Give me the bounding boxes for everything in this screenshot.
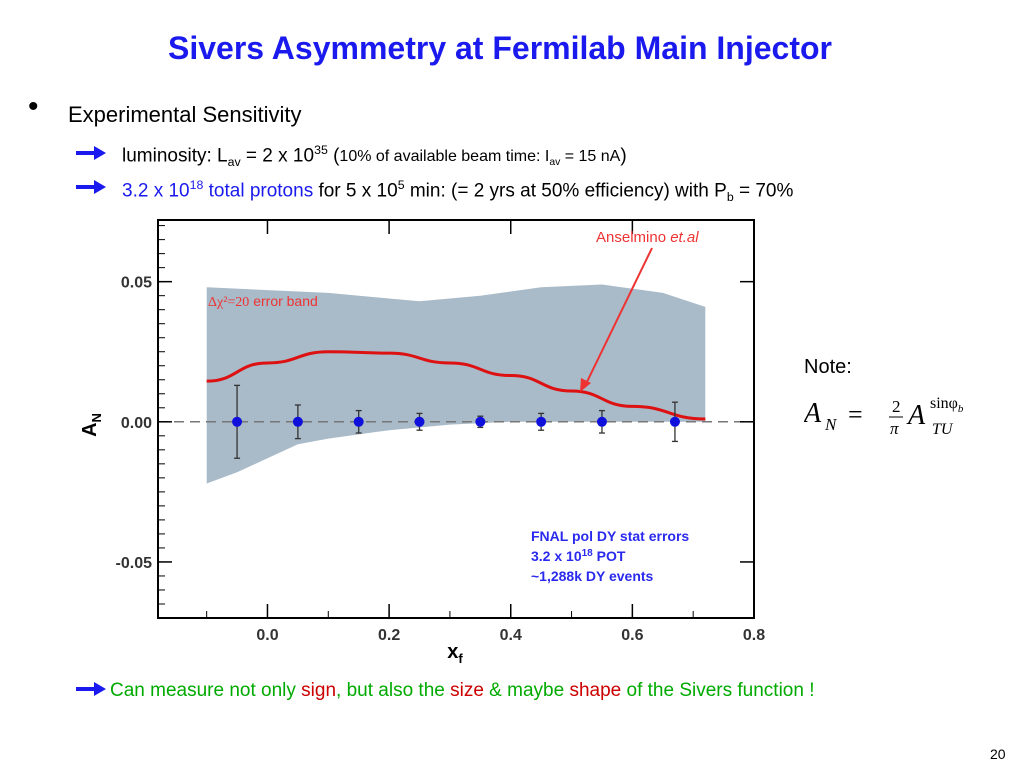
data-point bbox=[414, 416, 425, 427]
stats-legend: FNAL pol DY stat errors 3.2 x 1018 POT ~… bbox=[531, 528, 689, 584]
conclusion-sign: sign bbox=[301, 680, 337, 701]
y-axis-label: AN bbox=[79, 413, 104, 437]
beam-time-sub: av bbox=[549, 157, 561, 169]
luminosity-sub: av bbox=[227, 155, 241, 170]
protons-count: 3.2 x 10 bbox=[122, 180, 190, 202]
right-arrow-icon bbox=[76, 146, 106, 160]
model-pointer-arrowhead bbox=[580, 378, 591, 392]
beam-current: = 15 nA bbox=[560, 148, 621, 166]
efficiency-text: min: (= 2 yrs at 50% efficiency) with P bbox=[404, 180, 727, 202]
x-tick-label: 0.4 bbox=[500, 627, 522, 644]
model-label: Anselmino et.al bbox=[596, 229, 699, 246]
stats-line-1: FNAL pol DY stat errors bbox=[531, 528, 689, 544]
x-tick-label: 0.8 bbox=[743, 627, 765, 644]
data-point bbox=[669, 416, 680, 427]
error-band bbox=[206, 284, 706, 484]
conclusion-text-a: Can measure not only bbox=[110, 680, 302, 701]
model-pointer-line bbox=[583, 247, 653, 389]
polarization-value: = 70% bbox=[733, 180, 794, 202]
data-point bbox=[536, 416, 547, 427]
data-point bbox=[232, 416, 243, 427]
conclusion-shape: shape bbox=[569, 680, 622, 701]
formula-rhs: A bbox=[906, 400, 926, 431]
slide-title: Sivers Asymmetry at Fermilab Main Inject… bbox=[168, 30, 832, 66]
data-point bbox=[292, 416, 303, 427]
conclusion-text-e: & maybe bbox=[483, 680, 570, 701]
conclusion-line: Can measure not only sign, but also the … bbox=[110, 680, 815, 702]
data-point bbox=[596, 416, 607, 427]
formula-lhs: A bbox=[804, 398, 822, 429]
y-tick-label: 0.00 bbox=[121, 415, 152, 432]
x-axis-label: xf bbox=[447, 641, 463, 666]
data-point bbox=[353, 416, 364, 427]
protons-label: total protons bbox=[203, 180, 314, 202]
formula-equals: = bbox=[848, 400, 863, 429]
polarization-sub: b bbox=[726, 190, 734, 205]
conclusion-size: size bbox=[450, 680, 484, 701]
stats-line-2: 3.2 x 1018 POT bbox=[531, 548, 626, 564]
plot-frame bbox=[157, 219, 755, 619]
luminosity-value: = 2 x 10 bbox=[240, 145, 315, 167]
band-label: Δχ²=20 error band bbox=[208, 293, 318, 310]
formula-frac-num: 2 bbox=[892, 397, 901, 416]
plot-layer: 0.0 0.2 0.4 0.6 0.8 -0.05 0.00 0.05 bbox=[116, 220, 765, 644]
protons-exp: 18 bbox=[189, 178, 204, 192]
right-arrow-icon bbox=[76, 682, 106, 696]
note-label: Note: bbox=[804, 356, 852, 378]
page-number: 20 bbox=[990, 746, 1006, 762]
luminosity-exp: 35 bbox=[314, 143, 328, 157]
stats-line-3: ~1,288k DY events bbox=[531, 568, 654, 584]
x-tick-label: 0.2 bbox=[378, 627, 400, 644]
right-arrow-icon bbox=[76, 180, 106, 194]
model-curve bbox=[206, 350, 706, 421]
x-tick-label: 0.0 bbox=[256, 627, 278, 644]
formula-rhs-sub: TU bbox=[932, 421, 954, 438]
luminosity-prefix: luminosity: L bbox=[122, 145, 228, 167]
conclusion-text-g: of the Sivers function ! bbox=[621, 680, 815, 701]
y-tick-label: -0.05 bbox=[116, 555, 153, 572]
luminosity-line: luminosity: Lav = 2 x 1035 (10% of avail… bbox=[122, 143, 627, 169]
y-tick-label: 0.05 bbox=[121, 275, 152, 292]
paren-open: ( bbox=[327, 145, 340, 167]
conclusion-text-c: , but also the bbox=[336, 680, 451, 701]
formula-rhs-sup: sinφb bbox=[930, 395, 964, 415]
bullet-heading: Experimental Sensitivity bbox=[68, 102, 302, 127]
sivers-asymmetry-chart: 0.0 0.2 0.4 0.6 0.8 -0.05 0.00 0.05 xf AN Δχ²=2… bbox=[79, 219, 765, 666]
minutes-exp: 5 bbox=[397, 178, 405, 192]
minutes-text: for 5 x 10 bbox=[313, 180, 398, 202]
paren-close: ) bbox=[620, 145, 627, 167]
an-formula: A N = 2 π A sinφb TU bbox=[804, 395, 964, 438]
data-point bbox=[475, 416, 486, 427]
formula-frac-den: π bbox=[890, 419, 899, 438]
bullet-dot: • bbox=[28, 90, 39, 123]
formula-lhs-sub: N bbox=[824, 415, 838, 434]
protons-line: 3.2 x 1018 total protons for 5 x 105 min… bbox=[122, 178, 793, 204]
x-tick-label: 0.6 bbox=[621, 627, 643, 644]
beam-time-note: 10% of available beam time: I bbox=[339, 148, 550, 166]
